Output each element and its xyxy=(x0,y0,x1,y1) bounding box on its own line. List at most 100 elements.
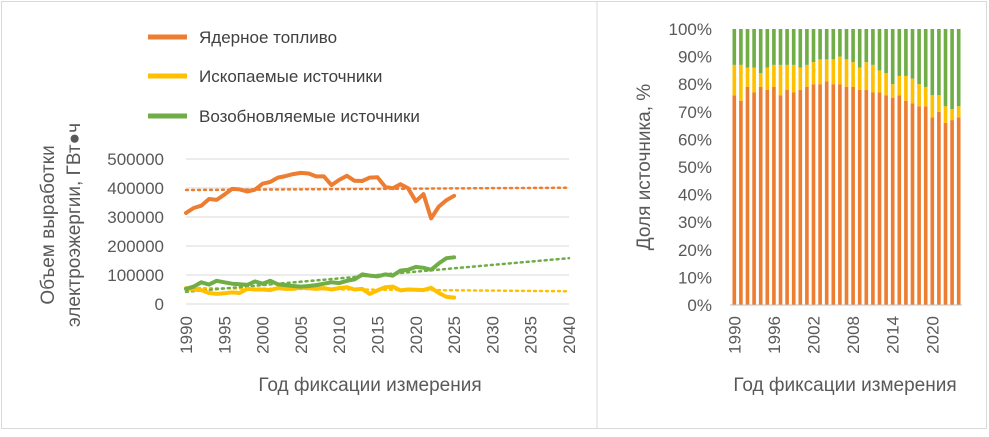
bar-2023-series-0 xyxy=(950,120,954,305)
bar-2002-series-0 xyxy=(811,84,816,305)
bar-2020-series-1 xyxy=(930,95,935,118)
bar-2020-series-2 xyxy=(930,29,935,96)
x-tick-label-2000: 2000 xyxy=(254,316,273,354)
legend-label-fossil: Ископаемые источники xyxy=(199,67,382,86)
x-tick-label-1995: 1995 xyxy=(215,316,234,354)
bar-2010-series-1 xyxy=(864,62,869,90)
bar-2016-series-2 xyxy=(904,29,908,76)
bar-x-tick-label-2020: 2020 xyxy=(923,316,942,354)
line-chart-legend: Ядерное топливо Ископаемые источники Воз… xyxy=(148,28,420,126)
bar-2009-series-0 xyxy=(857,89,862,305)
bar-1995-series-1 xyxy=(765,67,770,90)
line-chart: 0 100000 200000 300000 400000 500000 1990 1995… xyxy=(38,28,579,396)
legend-label-nuclear: Ядерное топливо xyxy=(199,28,337,47)
bar-1991-series-1 xyxy=(739,64,743,101)
bar-1993-series-0 xyxy=(752,92,756,305)
bar-2010-series-2 xyxy=(864,29,869,63)
trendline-0 xyxy=(184,186,571,192)
bar-2017-series-1 xyxy=(910,78,915,104)
bar-x-tick-label-2014: 2014 xyxy=(884,316,903,354)
bar-chart-y-tick-labels: 0% 10% 20% 30% 40% 50% 60% 70% 80% 90% 100% xyxy=(669,20,712,315)
bar-2007-series-2 xyxy=(844,29,849,60)
bar-2016-series-1 xyxy=(904,75,908,101)
y-tick-label-300000: 300000 xyxy=(107,208,164,227)
bar-2017-series-2 xyxy=(910,29,915,79)
bar-2024-series-0 xyxy=(956,117,961,305)
bar-2001-series-0 xyxy=(805,86,809,306)
bar-1999-series-2 xyxy=(791,29,796,65)
bar-x-tick-label-1996: 1996 xyxy=(765,316,784,354)
bar-2014-series-2 xyxy=(890,29,895,85)
bar-1998-series-1 xyxy=(785,64,789,90)
bar-2005-series-2 xyxy=(831,29,836,60)
bar-2018-series-1 xyxy=(917,84,921,107)
bar-2013-series-1 xyxy=(884,73,888,96)
bar-2018-series-0 xyxy=(917,106,921,305)
bar-y-tick-label-7: 70% xyxy=(678,103,712,122)
bar-2004-series-1 xyxy=(824,59,829,82)
bar-1994-series-0 xyxy=(758,86,763,306)
line-chart-x-axis-title: Год фиксации измерения xyxy=(258,375,481,396)
bar-1994-series-2 xyxy=(758,29,763,74)
bar-2011-series-2 xyxy=(871,29,875,65)
x-tick-label-1990: 1990 xyxy=(177,316,196,354)
bar-1992-series-0 xyxy=(745,86,750,306)
y-tick-label-400000: 400000 xyxy=(107,179,164,198)
bar-2000-series-0 xyxy=(798,89,803,305)
bar-chart-bars xyxy=(732,29,961,306)
bar-1998-series-2 xyxy=(785,29,789,65)
bar-1992-series-2 xyxy=(745,29,750,68)
bar-2020-series-0 xyxy=(930,117,935,305)
bar-2016-series-0 xyxy=(904,100,908,305)
bar-2007-series-1 xyxy=(844,59,849,87)
bar-1993-series-1 xyxy=(752,67,756,93)
bar-2022-series-1 xyxy=(943,106,948,123)
bar-2018-series-2 xyxy=(917,29,921,85)
bar-2021-series-0 xyxy=(937,111,941,305)
bar-2010-series-0 xyxy=(864,89,869,305)
bar-2004-series-0 xyxy=(824,81,829,305)
bar-2017-series-0 xyxy=(910,103,915,306)
bar-1992-series-1 xyxy=(745,67,750,87)
bar-2002-series-1 xyxy=(811,62,816,85)
bar-1994-series-1 xyxy=(758,73,763,87)
bar-2024-series-2 xyxy=(956,29,961,107)
bar-1997-series-0 xyxy=(778,95,783,306)
x-tick-label-2020: 2020 xyxy=(407,316,426,354)
bar-y-tick-label-8: 80% xyxy=(678,75,712,94)
bar-2003-series-1 xyxy=(818,59,822,85)
stacked-bar-chart: 0%10%20%30%40%50%60%70%80%90%100% 1990 19… xyxy=(634,20,962,396)
bar-y-tick-label-5: 50% xyxy=(678,158,712,177)
series-line-1 xyxy=(184,284,457,300)
bar-2019-series-1 xyxy=(923,86,928,107)
y-tick-label-500000: 500000 xyxy=(107,150,164,169)
bar-2009-series-1 xyxy=(857,67,862,90)
bar-y-tick-label-3: 30% xyxy=(678,213,712,232)
bar-2019-series-0 xyxy=(923,106,928,305)
x-tick-label-2040: 2040 xyxy=(560,316,579,354)
bar-2013-series-2 xyxy=(884,29,888,74)
bar-x-tick-label-2008: 2008 xyxy=(844,316,863,354)
series-line-2 xyxy=(184,255,457,291)
bar-2012-series-2 xyxy=(877,29,882,71)
bar-2005-series-0 xyxy=(831,84,836,305)
bar-2013-series-0 xyxy=(884,95,888,306)
bar-2022-series-0 xyxy=(943,122,948,305)
bar-2019-series-2 xyxy=(923,29,928,87)
bar-1991-series-2 xyxy=(739,29,743,65)
bar-2000-series-1 xyxy=(798,67,803,90)
line-chart-y-axis-title-line2: электроэжергии, ГВт●ч xyxy=(64,123,85,327)
bar-2011-series-1 xyxy=(871,64,875,93)
bar-x-tick-label-1990: 1990 xyxy=(725,316,744,354)
series-line-0 xyxy=(184,170,457,221)
bar-2023-series-2 xyxy=(950,29,954,110)
bar-2015-series-0 xyxy=(897,95,902,306)
bar-2021-series-1 xyxy=(937,95,941,112)
bar-2011-series-0 xyxy=(871,92,875,305)
bar-1996-series-2 xyxy=(772,29,776,65)
bar-2012-series-0 xyxy=(877,92,882,305)
bar-y-tick-label-4: 40% xyxy=(678,186,712,205)
legend-label-renewable: Возобновляемые источники xyxy=(199,107,420,126)
bar-y-tick-label-10: 100% xyxy=(669,20,712,39)
